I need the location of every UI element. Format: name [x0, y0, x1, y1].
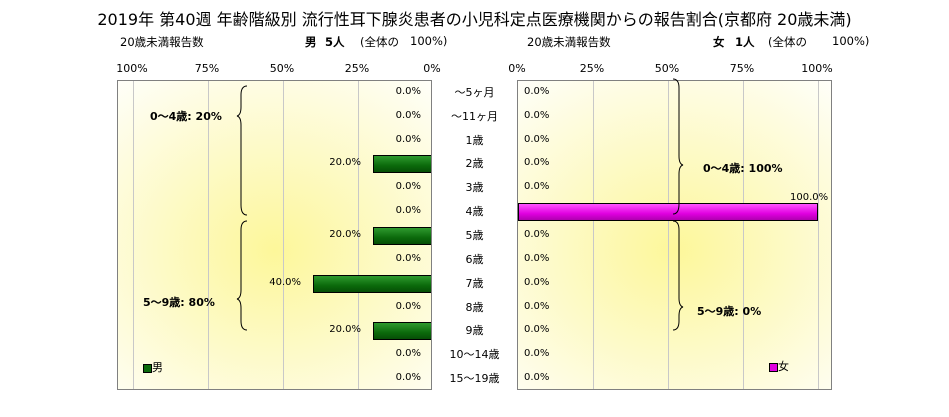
- gridline: [133, 81, 134, 389]
- male-value-label: 0.0%: [395, 133, 421, 145]
- female-value-label: 0.0%: [524, 324, 550, 336]
- age-label: 1歳: [465, 133, 484, 147]
- female-value-label: 0.0%: [524, 252, 550, 264]
- right-group-label-0-4: 0〜4歳: 100%: [703, 162, 783, 175]
- age-label: 10〜14歳: [449, 348, 500, 362]
- female-plot-area: 0.0% 0.0% 0.0% 0.0% 0.0% 100.0% 0.0% 0.0% 0.0% 0.…: [517, 80, 832, 390]
- female-value-label: 0.0%: [524, 300, 550, 312]
- left-group-label-5-9: 5〜9歳: 80%: [143, 296, 215, 309]
- age-label: 7歳: [465, 276, 484, 290]
- left-tick-label: 100%: [116, 62, 148, 75]
- male-value-label: 0.0%: [395, 252, 421, 264]
- female-value-label: 0.0%: [524, 157, 550, 169]
- left-group-label-0-4: 0〜4歳: 20%: [150, 110, 222, 123]
- left-header-caption: 20歳未満報告数: [120, 35, 204, 49]
- female-value-label: 0.0%: [524, 85, 550, 97]
- left-header-sex: 男: [305, 35, 317, 49]
- male-value-label: 20.0%: [329, 324, 361, 336]
- male-value-label: 40.0%: [269, 276, 301, 288]
- female-value-label: 0.0%: [524, 276, 550, 288]
- left-tick-label: 25%: [344, 62, 370, 75]
- gridline: [358, 81, 359, 389]
- gridline: [818, 81, 819, 389]
- gridline: [283, 81, 284, 389]
- male-value-label: 0.0%: [395, 205, 421, 217]
- male-bar: [313, 274, 431, 293]
- age-label: 〜5ヶ月: [454, 85, 495, 99]
- female-value-label: 0.0%: [524, 348, 550, 360]
- male-value-label: 0.0%: [395, 109, 421, 121]
- legend-male-swatch: [143, 364, 152, 373]
- legend-female-swatch: [769, 363, 778, 372]
- male-value-label: 20.0%: [329, 229, 361, 240]
- left-tick-label: 75%: [194, 62, 220, 75]
- gridline: [743, 81, 744, 389]
- female-value-label: 0.0%: [524, 181, 550, 193]
- right-tick-label: 100%: [801, 62, 833, 75]
- right-header-count: 1人: [735, 35, 755, 49]
- male-plot-area: 0.0% 0.0% 0.0% 20.0% 0.0% 0.0% 20.0% 0.0% 40.0% 0…: [117, 80, 432, 390]
- male-value-label: 0.0%: [395, 85, 421, 97]
- age-label: 〜11ヶ月: [451, 109, 498, 123]
- male-value-label: 0.0%: [395, 348, 421, 360]
- right-tick-label: 0%: [508, 62, 526, 75]
- left-header-pct: 100%): [410, 34, 448, 48]
- age-label: 9歳: [465, 324, 484, 338]
- left-brace-0-4: [236, 85, 248, 216]
- age-label: 15〜19歳: [449, 372, 500, 386]
- age-label: 3歳: [465, 181, 484, 195]
- left-brace-5-9: [236, 220, 248, 331]
- right-tick-label: 25%: [579, 62, 605, 75]
- left-tick-label: 0%: [423, 62, 441, 75]
- right-group-label-5-9: 5〜9歳: 0%: [697, 305, 762, 318]
- left-header-count: 5人: [325, 35, 345, 49]
- right-brace-5-9: [672, 220, 684, 331]
- right-header-note: (全体の: [768, 35, 807, 49]
- right-tick-label: 50%: [654, 62, 680, 75]
- right-brace-0-4: [672, 78, 684, 215]
- age-label: 5歳: [465, 229, 484, 242]
- gridline: [593, 81, 594, 389]
- male-value-label: 0.0%: [395, 300, 421, 312]
- female-value-label: 100.0%: [790, 192, 829, 204]
- age-label: 2歳: [465, 157, 484, 171]
- male-bar: [373, 155, 431, 174]
- female-value-label: 0.0%: [524, 109, 550, 121]
- male-bar: [373, 322, 431, 341]
- right-header-pct: 100%): [832, 34, 870, 48]
- left-tick-label: 50%: [269, 62, 295, 75]
- male-value-label: 20.0%: [329, 157, 361, 169]
- gridline: [668, 81, 669, 389]
- female-value-label: 0.0%: [524, 133, 550, 145]
- female-bar: [518, 203, 818, 222]
- right-tick-label: 75%: [729, 62, 755, 75]
- age-label: 4歳: [465, 205, 484, 219]
- legend-female-label: 女: [778, 360, 789, 373]
- right-header-sex: 女: [713, 35, 725, 49]
- age-label: 6歳: [465, 252, 484, 266]
- right-header-caption: 20歳未満報告数: [527, 35, 611, 49]
- male-value-label: 0.0%: [395, 372, 421, 384]
- female-value-label: 0.0%: [524, 372, 550, 384]
- left-header-note: (全体の: [360, 35, 399, 49]
- chart-title: 2019年 第40週 年齢階級別 流行性耳下腺炎患者の小児科定点医療機関からの報…: [97, 10, 852, 29]
- female-value-label: 0.0%: [524, 229, 550, 240]
- legend-male-label: 男: [152, 361, 163, 374]
- age-label: 8歳: [465, 300, 484, 314]
- gridline: [208, 81, 209, 389]
- male-bar: [373, 227, 431, 245]
- male-value-label: 0.0%: [395, 181, 421, 193]
